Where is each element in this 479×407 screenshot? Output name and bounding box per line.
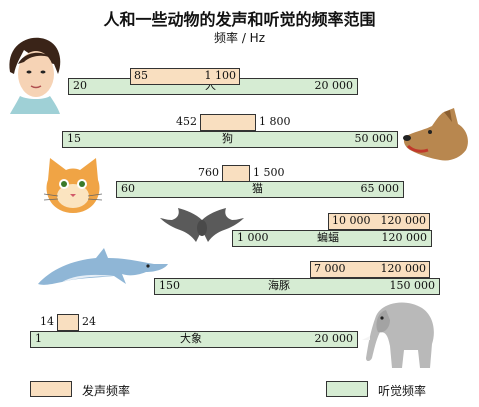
- hearing-max-label: 50 000: [354, 132, 394, 145]
- dog-head-icon: [403, 108, 468, 161]
- hearing-max-label: 20 000: [314, 332, 354, 345]
- legend-vocal-swatch: [30, 381, 72, 397]
- dolphin-icon: [38, 248, 168, 285]
- chart-title: 人和一些动物的发声和听觉的频率范围: [103, 10, 376, 29]
- vocal-bar: [130, 68, 240, 85]
- animal-name-label: 大象: [180, 332, 202, 345]
- hearing-min-label: 150: [159, 279, 180, 292]
- vocal-min-label: 85: [134, 69, 148, 82]
- hearing-min-label: 60: [121, 182, 135, 195]
- animal-name-label: 海豚: [268, 279, 290, 292]
- bat-icon: [160, 208, 244, 242]
- hearing-min-label: 15: [67, 132, 81, 145]
- vocal-max-label: 1 800: [259, 115, 291, 128]
- hearing-bar: [116, 181, 404, 198]
- vocal-bar: [222, 165, 250, 182]
- legend-hearing-label: 听觉频率: [378, 384, 427, 398]
- human-face-icon: [9, 37, 61, 114]
- elephant-icon: [362, 302, 434, 368]
- hearing-max-label: 65 000: [360, 182, 400, 195]
- hearing-max-label: 20 000: [314, 79, 354, 92]
- cat-head-icon: [43, 158, 103, 213]
- vocal-max-label: 1 100: [204, 69, 237, 82]
- animal-name-label: 狗: [222, 132, 233, 145]
- hearing-max-label: 150 000: [389, 279, 436, 292]
- vocal-min-label: 10 000: [332, 214, 371, 227]
- hearing-bar: [62, 131, 398, 148]
- hearing-bar: [232, 230, 432, 247]
- animal-name-label: 猫: [252, 182, 263, 195]
- hearing-min-label: 20: [73, 79, 87, 92]
- vocal-min-label: 7 000: [314, 262, 346, 275]
- vocal-min-label: 452: [176, 115, 197, 128]
- vocal-bar: [57, 314, 79, 331]
- unit-label: 频率 / Hz: [214, 31, 265, 45]
- vocal-bar: [200, 114, 256, 131]
- hearing-min-label: 1: [35, 332, 42, 345]
- animal-name-label: 人: [205, 79, 216, 92]
- vocal-bar: [310, 261, 430, 278]
- vocal-min-label: 760: [198, 166, 219, 179]
- animal-name-label: 蝙蝠: [317, 231, 339, 244]
- vocal-max-label: 120 000: [380, 214, 427, 227]
- hearing-bar: [30, 331, 358, 348]
- legend-hearing-swatch: [326, 381, 368, 397]
- legend-vocal-label: 发声频率: [82, 384, 131, 398]
- vocal-min-label: 14: [40, 315, 54, 328]
- hearing-min-label: 1 000: [237, 231, 269, 244]
- vocal-max-label: 120 000: [380, 262, 427, 275]
- vocal-bar: [328, 213, 430, 230]
- hearing-max-label: 120 000: [381, 231, 428, 244]
- vocal-max-label: 24: [82, 315, 96, 328]
- vocal-max-label: 1 500: [253, 166, 285, 179]
- hearing-bar: [154, 278, 440, 295]
